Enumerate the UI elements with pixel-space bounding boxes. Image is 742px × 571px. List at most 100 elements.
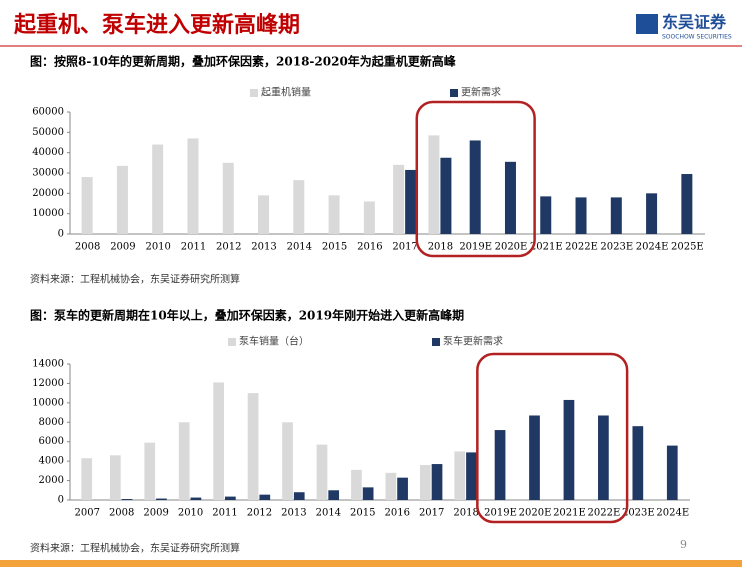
bar xyxy=(405,169,417,234)
bar xyxy=(121,499,133,500)
bar xyxy=(646,193,658,234)
bar xyxy=(431,464,443,500)
x-tick-label: 2023E xyxy=(622,508,655,519)
source-note: 资料来源：工程机械协会，东吴证券研究所测算 xyxy=(30,542,240,555)
y-tick-label: 60000 xyxy=(32,107,64,118)
x-tick-label: 2020E xyxy=(495,242,528,253)
x-tick-label: 2018 xyxy=(428,242,453,253)
x-tick-label: 2020E xyxy=(519,508,552,519)
y-tick-label: 50000 xyxy=(32,127,64,138)
highlight-box xyxy=(415,100,536,258)
highlight-box xyxy=(476,352,629,524)
bar xyxy=(563,399,575,500)
page-number: 9 xyxy=(680,538,687,551)
x-tick-label: 2008 xyxy=(75,242,100,253)
bar xyxy=(469,140,481,234)
bar xyxy=(259,494,271,500)
x-tick-label: 2007 xyxy=(74,508,99,519)
x-tick-label: 2008 xyxy=(109,508,134,519)
x-tick-label: 2015 xyxy=(322,242,347,253)
bar xyxy=(385,472,397,500)
bar xyxy=(225,496,236,500)
x-tick-label: 2024E xyxy=(636,242,669,253)
x-tick-label: 2021E xyxy=(530,242,563,253)
x-tick-label: 2017 xyxy=(392,242,417,253)
bar xyxy=(81,177,93,234)
x-tick-label: 2009 xyxy=(143,508,168,519)
legend-swatch xyxy=(450,89,458,97)
bar xyxy=(362,487,374,500)
bar xyxy=(666,445,678,500)
y-tick-label: 10000 xyxy=(32,397,64,408)
bar xyxy=(504,161,516,234)
x-tick-label: 2015 xyxy=(350,508,375,519)
x-tick-label: 2010 xyxy=(145,242,170,253)
legend-label: 泵车更新需求 xyxy=(443,335,503,348)
x-tick-label: 2016 xyxy=(384,508,409,519)
logo: 东吴证券 xyxy=(662,13,727,32)
y-tick-label: 0 xyxy=(58,495,64,506)
y-tick-label: 4000 xyxy=(39,456,64,467)
x-tick-label: 2021E xyxy=(553,508,586,519)
y-tick-label: 0 xyxy=(58,229,64,240)
y-tick-label: 30000 xyxy=(32,168,64,179)
bar xyxy=(187,138,199,234)
y-tick-label: 20000 xyxy=(32,188,64,199)
y-tick-label: 40000 xyxy=(32,147,64,158)
legend-label: 更新需求 xyxy=(461,86,501,99)
x-tick-label: 2012 xyxy=(247,508,272,519)
bar xyxy=(178,422,190,500)
x-tick-label: 2010 xyxy=(178,508,203,519)
bar xyxy=(156,498,167,500)
bar xyxy=(681,174,693,234)
bar xyxy=(247,393,259,500)
slide-title: 起重机、泵车进入更新高峰期 xyxy=(13,12,300,38)
y-tick-label: 10000 xyxy=(32,208,64,219)
x-tick-label: 2009 xyxy=(110,242,135,253)
legend-swatch xyxy=(228,338,236,346)
bar xyxy=(109,455,121,500)
bar xyxy=(293,180,305,234)
x-tick-label: 2016 xyxy=(357,242,382,253)
bar xyxy=(213,382,224,500)
y-tick-label: 12000 xyxy=(32,378,64,389)
bar xyxy=(328,490,340,500)
x-tick-label: 2025E xyxy=(671,242,704,253)
bar xyxy=(316,444,328,500)
bar xyxy=(454,451,466,500)
bar xyxy=(440,157,452,234)
x-tick-label: 2013 xyxy=(251,242,276,253)
bar xyxy=(363,201,375,234)
bar xyxy=(81,458,93,500)
bar xyxy=(293,492,305,500)
x-tick-label: 2014 xyxy=(287,242,312,253)
bar xyxy=(190,497,202,500)
y-tick-label: 2000 xyxy=(39,475,64,486)
x-tick-label: 2023E xyxy=(600,242,633,253)
y-tick-label: 6000 xyxy=(39,436,64,447)
x-tick-label: 2024E xyxy=(656,508,689,519)
x-tick-label: 2022E xyxy=(565,242,598,253)
x-tick-label: 2011 xyxy=(212,508,237,519)
x-tick-label: 2019E xyxy=(459,242,492,253)
bar xyxy=(351,469,362,500)
bar xyxy=(598,415,609,500)
bar xyxy=(116,165,128,234)
bar xyxy=(575,197,587,234)
x-tick-label: 2011 xyxy=(181,242,206,253)
footer-bar xyxy=(0,560,742,567)
chart-title: 图：泵车的更新周期在10年以上，叠加环保因素，2019年刚开始进入更新高峰期 xyxy=(30,308,464,323)
x-tick-label: 2018 xyxy=(453,508,478,519)
source-note: 资料来源：工程机械协会，东吴证券研究所测算 xyxy=(30,273,240,286)
x-tick-label: 2012 xyxy=(216,242,241,253)
y-tick-label: 8000 xyxy=(39,417,64,428)
bar xyxy=(494,430,506,500)
legend-label: 泵车销量（台） xyxy=(239,335,309,348)
bar xyxy=(393,164,405,234)
x-tick-label: 2013 xyxy=(281,508,306,519)
legend-swatch xyxy=(432,338,440,346)
bar xyxy=(632,426,644,500)
bar xyxy=(144,442,156,500)
x-tick-label: 2019E xyxy=(484,508,517,519)
